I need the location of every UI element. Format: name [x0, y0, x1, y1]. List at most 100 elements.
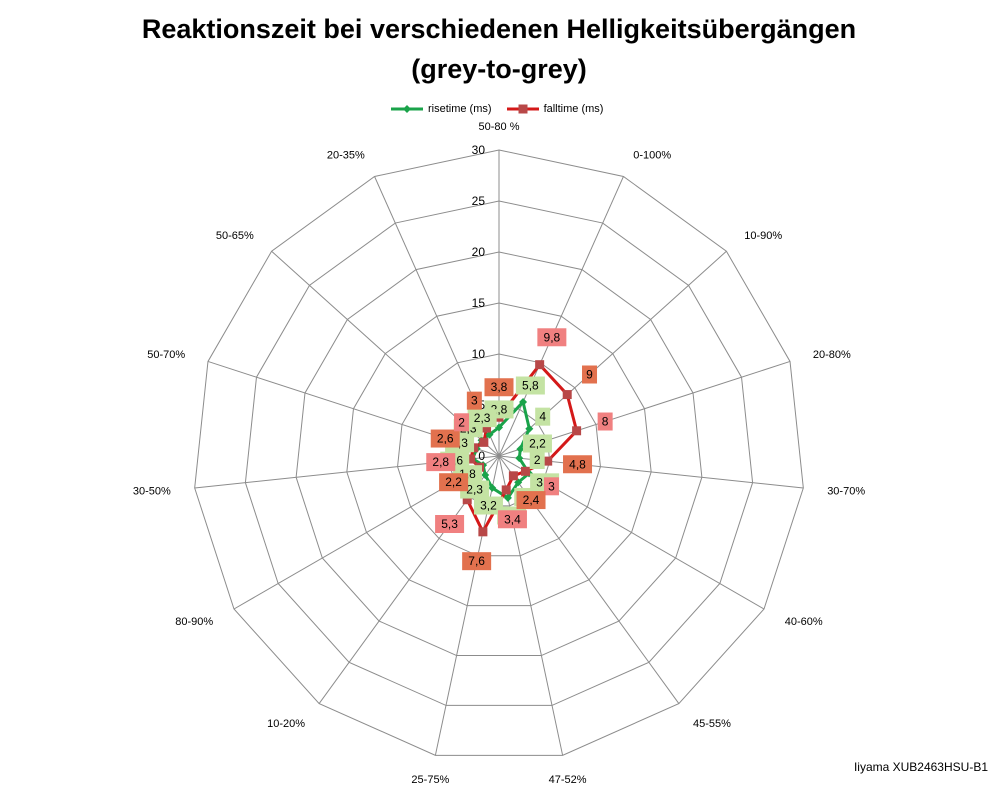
grid-spoke [194, 455, 500, 489]
category-label: 0-100% [633, 150, 671, 162]
data-point-fall [482, 423, 492, 433]
data-label-bg-fall [484, 378, 514, 397]
data-label-rise: 5,8 [522, 379, 539, 393]
data-label-bg-fall [435, 515, 465, 534]
data-label-rise: 4,2 [503, 509, 520, 523]
data-label-bg-fall [462, 552, 492, 571]
legend-item-rise: risetime (ms) [390, 103, 492, 115]
data-label-bg-fall [454, 413, 470, 432]
data-point-rise [485, 430, 494, 439]
grid-spoke [271, 250, 500, 457]
data-label-rise: 2 [534, 453, 541, 467]
grid-spoke [233, 455, 500, 610]
legend-label-fall: falltime (ms) [543, 103, 604, 115]
category-label: 40-60% [785, 616, 823, 628]
data-point-fall [501, 485, 511, 495]
category-label: 20-35% [327, 150, 365, 162]
data-label-fall: 3 [471, 394, 478, 408]
data-label-fall: 2,8 [432, 455, 449, 469]
data-label-fall: 8 [602, 415, 609, 429]
data-point-rise [472, 444, 481, 453]
radial-tick-label: 25 [472, 194, 486, 208]
data-point-rise [525, 469, 534, 478]
category-label: 80-90% [175, 616, 213, 628]
data-point-fall [521, 466, 531, 476]
data-label-rise: 2,8 [491, 402, 508, 416]
data-label-rise: 2,3 [460, 421, 477, 435]
data-label-rise: 2,2 [529, 437, 546, 451]
data-label-bg-fall [597, 412, 613, 431]
category-label: 10-90% [744, 230, 782, 242]
data-label-bg-rise [484, 400, 514, 419]
category-label: 47-52% [549, 774, 587, 786]
data-label-bg-rise [535, 407, 551, 426]
data-label-fall: 2 [458, 415, 465, 429]
data-label-bg-fall [516, 491, 546, 510]
data-point-rise [477, 436, 486, 445]
data-label-fall: 2,2 [445, 475, 462, 489]
grid-spoke [318, 455, 500, 704]
data-label-bg-rise [515, 376, 545, 395]
data-label-bg-rise [530, 473, 560, 492]
data-label-bg-rise [473, 496, 503, 515]
data-label-fall: 2,6 [437, 432, 454, 446]
legend-item-fall: falltime (ms) [506, 103, 604, 115]
data-label-bg-rise [514, 487, 544, 506]
grid-spoke [498, 360, 791, 457]
data-label-bg-rise [460, 480, 490, 499]
footer-model-label: Iiyama XUB2463HSU-B1 [853, 760, 988, 774]
data-label-bg-fall [466, 391, 482, 410]
grid-spoke [498, 250, 727, 457]
radial-tick-label: 30 [472, 143, 486, 157]
grid-spoke [498, 455, 804, 489]
grid-spoke [498, 455, 765, 610]
data-label-bg-fall [430, 429, 460, 448]
data-label-fall: 4,8 [569, 457, 586, 471]
data-point-rise [503, 493, 512, 502]
data-label-bg-rise [453, 419, 483, 438]
data-point-fall [494, 412, 504, 422]
data-label-rise: 3,2 [520, 490, 537, 504]
category-label: 30-50% [133, 485, 171, 497]
grid-ring [295, 251, 703, 657]
radial-tick-label: 5 [478, 398, 485, 412]
data-label-fall: 9,8 [544, 330, 561, 344]
data-label-bg-rise [445, 434, 475, 453]
data-label-rise: 2,6 [446, 454, 463, 468]
radial-tick-label: 10 [472, 347, 486, 361]
category-label: 50-70% [147, 349, 185, 361]
category-label: 45-55% [693, 718, 731, 730]
radial-tick-label: 20 [472, 245, 486, 259]
data-label-fall: 9 [586, 367, 593, 381]
category-label: 10-20% [267, 718, 305, 730]
radial-tick-label: 15 [472, 296, 486, 310]
legend-swatch-fall [506, 104, 539, 114]
data-point-fall [543, 456, 553, 466]
data-label-fall: 7,6 [468, 554, 485, 568]
grid-spoke [498, 455, 564, 756]
grid-spoke [434, 455, 500, 756]
data-point-fall [478, 527, 488, 537]
category-label: 20-80% [813, 349, 851, 361]
data-label-bg-rise [522, 434, 552, 453]
data-label-rise: 2,3 [474, 411, 491, 425]
data-point-rise [479, 461, 488, 470]
grid-spoke [207, 360, 500, 457]
category-label: 25-75% [411, 774, 449, 786]
data-label-bg-rise [497, 506, 527, 525]
data-point-rise [488, 483, 497, 492]
data-label-bg-fall [563, 455, 593, 474]
series-line-fall [465, 363, 579, 534]
data-point-fall [475, 462, 485, 472]
data-label-fall: 3 [548, 479, 555, 493]
data-point-fall [562, 390, 572, 400]
grid-ring [447, 404, 551, 507]
grid-ring [244, 200, 754, 706]
grid-ring [346, 302, 652, 607]
data-point-rise [481, 470, 490, 479]
data-label-rise: 2,3 [451, 436, 468, 450]
data-label-bg-fall [497, 510, 527, 529]
data-label-rise: 1,8 [459, 467, 476, 481]
data-label-bg-rise [440, 451, 470, 470]
